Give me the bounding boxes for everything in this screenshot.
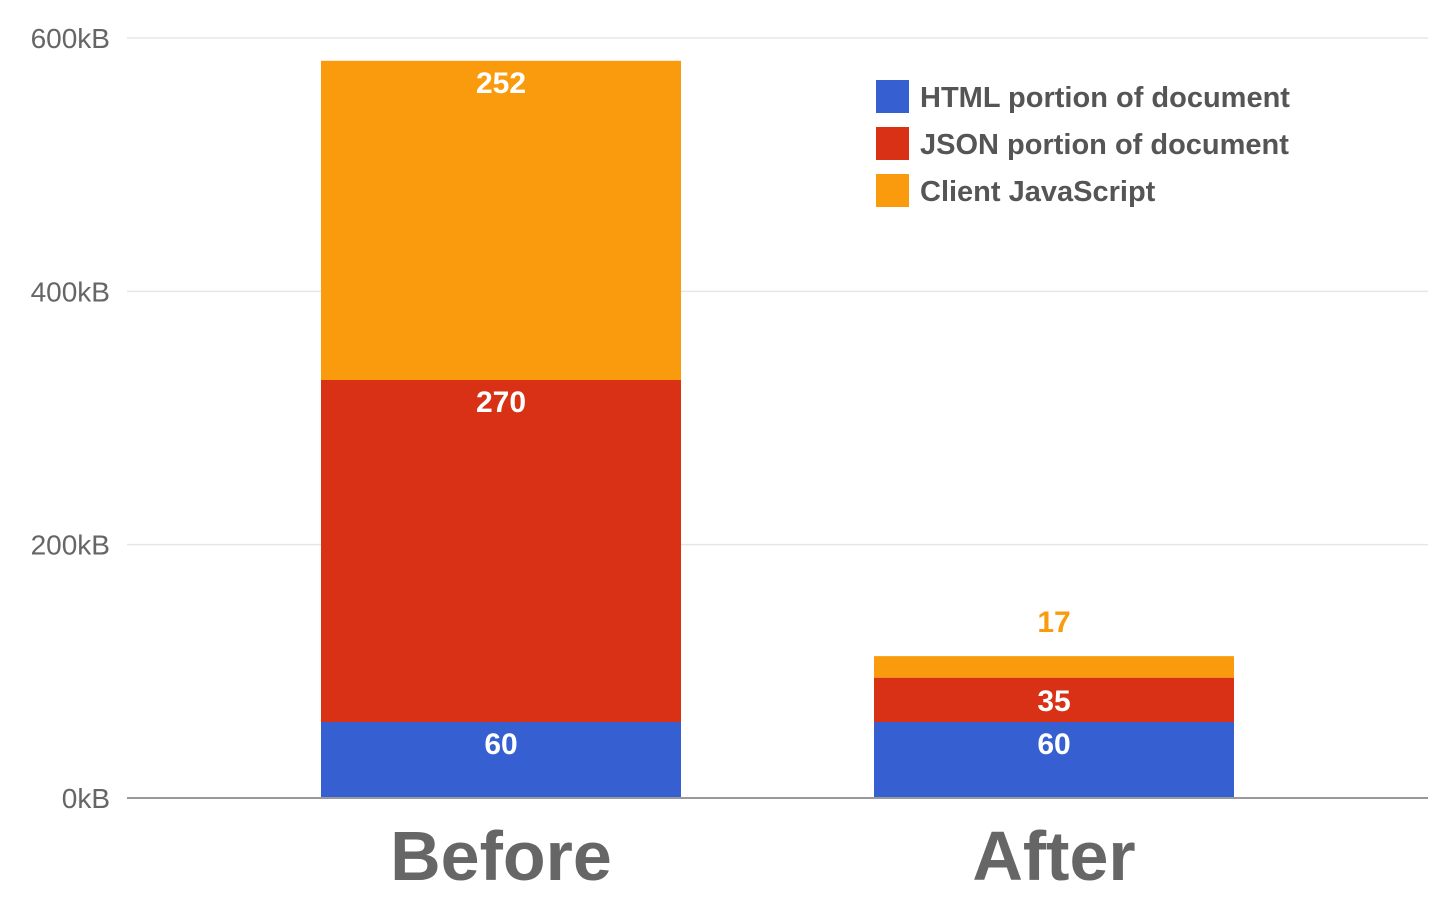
bar-segment (874, 656, 1234, 678)
data-label: 17 (1037, 606, 1070, 639)
bar-segment (321, 60, 681, 381)
legend: HTML portion of document JSON portion of … (876, 80, 1290, 208)
y-tick-label: 600kB (31, 23, 110, 54)
bars-layer (321, 60, 1234, 798)
y-tick-label: 400kB (31, 276, 110, 307)
bar-segment (874, 722, 1234, 798)
bar-segment (321, 380, 681, 722)
x-category-label: After (972, 817, 1135, 895)
legend-swatch (876, 80, 909, 113)
legend-label: JSON portion of document (920, 129, 1289, 161)
x-category-label: Before (390, 817, 612, 895)
bar-segment (321, 722, 681, 798)
data-label: 60 (1037, 728, 1070, 761)
data-label: 252 (476, 67, 526, 100)
legend-label: Client JavaScript (920, 176, 1156, 208)
y-tick-label: 0kB (62, 783, 110, 814)
axis-layer: 0kB 200kB 400kB 600kB Before After (31, 23, 1428, 895)
data-label: 35 (1037, 685, 1070, 718)
data-label: 270 (476, 386, 526, 419)
legend-label: HTML portion of document (920, 82, 1290, 114)
legend-swatch (876, 174, 909, 207)
data-labels-layer: 60 270 252 60 35 17 (476, 67, 1071, 761)
data-label: 60 (484, 728, 517, 761)
legend-swatch (876, 127, 909, 160)
bar-segment (874, 677, 1234, 722)
y-tick-label: 200kB (31, 530, 110, 561)
